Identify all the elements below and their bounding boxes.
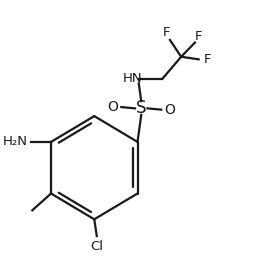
Text: F: F (195, 30, 202, 43)
Text: H₂N: H₂N (2, 135, 27, 148)
Text: Cl: Cl (90, 240, 103, 253)
Text: S: S (136, 99, 147, 117)
Text: HN: HN (123, 72, 142, 85)
Text: F: F (162, 26, 170, 39)
Text: F: F (204, 53, 211, 66)
Text: O: O (164, 103, 175, 117)
Text: O: O (107, 100, 118, 114)
